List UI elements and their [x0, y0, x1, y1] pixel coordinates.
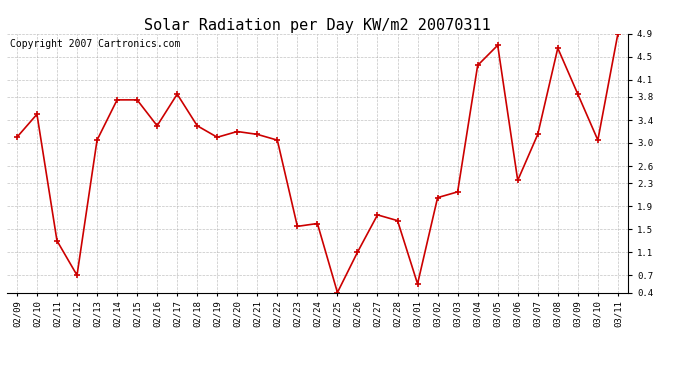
Text: Copyright 2007 Cartronics.com: Copyright 2007 Cartronics.com	[10, 39, 180, 49]
Title: Solar Radiation per Day KW/m2 20070311: Solar Radiation per Day KW/m2 20070311	[144, 18, 491, 33]
